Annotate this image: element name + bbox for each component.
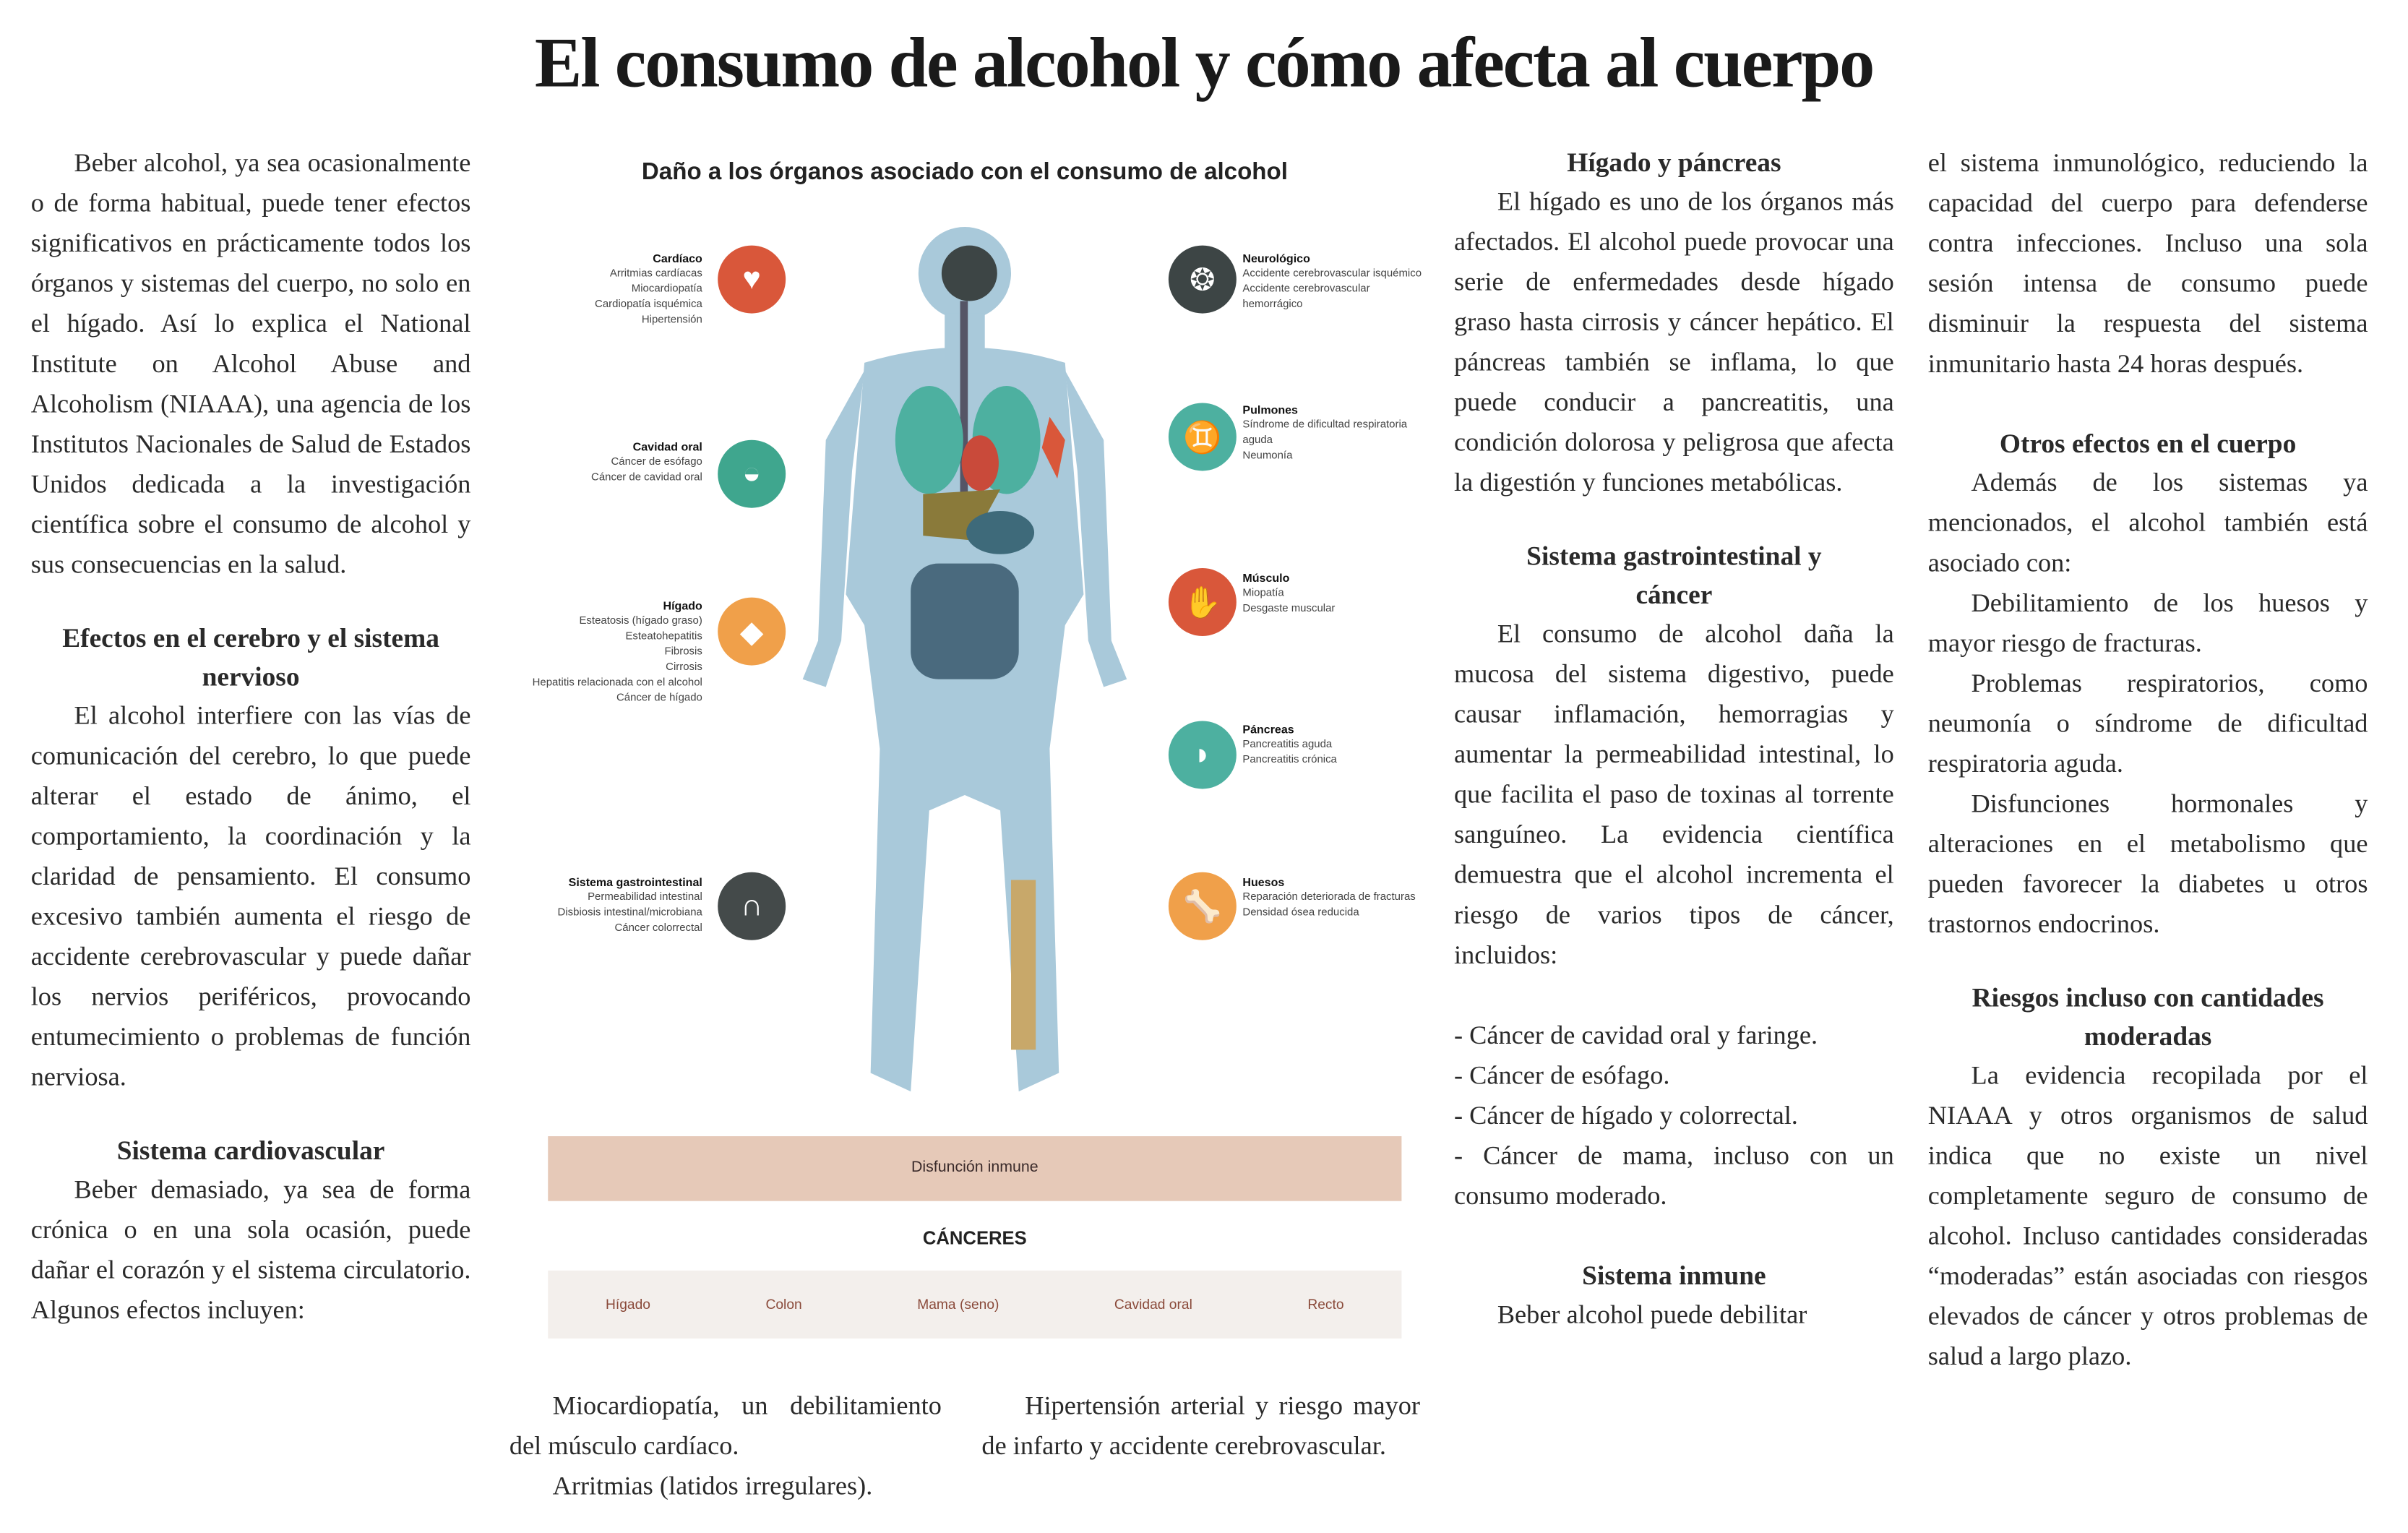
- cardiomyopathy-text: Miocardiopatía, un debilitamiento del mú…: [509, 1391, 942, 1461]
- heading-other-effects: Otros efectos en el cuerpo: [1999, 427, 2297, 459]
- mouth-icon: ◒: [718, 439, 786, 508]
- brain-paragraph: El alcohol interfiere con las vías de co…: [30, 700, 471, 1092]
- intestine-organ: [911, 563, 1019, 679]
- cancer-item: Recto: [1307, 1297, 1344, 1313]
- cancers-title: CÁNCERES: [922, 1227, 1027, 1249]
- organ-cardiac: Cardíaco Arritmias cardíacas Miocardiopatí…: [595, 252, 702, 326]
- column-1: Beber alcohol, ya sea ocasionalmente o d…: [31, 144, 471, 1331]
- organ-pancreas: Páncreas Pancreatitis aguda Pancreatitis c…: [1242, 722, 1337, 766]
- under-column-a: Miocardiopatía, un debilitamiento del mú…: [509, 1386, 942, 1507]
- intro-paragraph: Beber alcohol, ya sea ocasionalmente o d…: [30, 148, 471, 579]
- other-item: Problemas respiratorios, como neumonía o…: [1927, 668, 2368, 778]
- bone-organ: [1011, 880, 1036, 1050]
- heading-gi: Sistema gastrointestinal y cáncer: [1526, 540, 1822, 610]
- immune-paragraph: Beber alcohol puede debilitar: [1497, 1300, 1807, 1330]
- intestine-icon: ∩: [718, 872, 786, 940]
- list-item: - Cáncer de mama, incluso con un consumo…: [1454, 1141, 1894, 1211]
- other-item: Debilitamiento de los huesos y mayor rie…: [1927, 588, 2368, 658]
- cancer-item: Mama (seno): [917, 1297, 999, 1313]
- muscle-organ: [1041, 416, 1065, 479]
- heading-liver: Hígado y páncreas: [1567, 146, 1781, 178]
- muscle-icon: ✋: [1168, 568, 1237, 636]
- organ-gi: Sistema gastrointestinal Permeabilidad in…: [557, 875, 702, 935]
- body-figure: [802, 226, 1127, 1092]
- cancers-list: Hígado Colon Mama (seno) Cavidad oral Re…: [548, 1270, 1402, 1339]
- headline: El consumo de alcohol y cómo afecta al c…: [534, 23, 1875, 102]
- esophagus-organ: [960, 301, 968, 502]
- liver-organ: [923, 489, 1001, 541]
- under-column-b: Hipertensión arterial y riesgo mayor de …: [981, 1386, 1420, 1467]
- cancer-item: Colon: [765, 1297, 802, 1313]
- brain-organ: [941, 245, 997, 301]
- organ-neuro: Neurológico Accidente cerebrovascular isq…: [1242, 252, 1422, 311]
- gi-paragraph: El consumo de alcohol daña la mucosa del…: [1454, 619, 1894, 970]
- heading-immune: Sistema inmune: [1582, 1259, 1766, 1291]
- organ-liver: Hígado Esteatosis (hígado graso) Esteatohe…: [532, 598, 702, 704]
- immune-dysfunction-bar: Disfunción inmune: [548, 1136, 1402, 1201]
- column-4: el sistema inmunológico, reduciendo la c…: [1928, 144, 2368, 1378]
- left-lung: [895, 385, 963, 494]
- column-3: Hígado y páncreas El hígado es uno de lo…: [1454, 144, 1894, 1336]
- cancer-item: Hígado: [605, 1297, 650, 1313]
- heart-organ: [961, 435, 999, 491]
- stomach-organ: [966, 510, 1035, 554]
- brain-icon: ❂: [1168, 245, 1237, 314]
- heading-risks: Riesgos incluso con cantidades moderadas: [1971, 982, 2324, 1052]
- heading-cardio: Sistema cardiovascular: [116, 1134, 385, 1166]
- arrhythmia-text: Arritmias (latidos irregulares).: [552, 1471, 873, 1501]
- heading-brain: Efectos en el cerebro y el sistema nervi…: [62, 622, 439, 692]
- liver-icon: ◆: [718, 597, 786, 666]
- list-item: - Cáncer de cavidad oral y faringe.: [1454, 1020, 1818, 1050]
- cancer-item: Cavidad oral: [1114, 1297, 1192, 1313]
- organ-damage-infographic: Daño a los órganos asociado con el consu…: [509, 147, 1422, 1359]
- organ-bones: Huesos Reparación deteriorada de fractura…: [1242, 875, 1416, 919]
- lungs-icon: ♊: [1168, 403, 1237, 471]
- infographic-title: Daño a los órganos asociado con el consu…: [641, 158, 1288, 186]
- liver-paragraph: El hígado es uno de los órganos más afec…: [1454, 186, 1894, 497]
- list-item: - Cáncer de hígado y colorrectal.: [1454, 1100, 1798, 1130]
- pancreas-icon: ◗: [1168, 721, 1237, 789]
- other-item: Disfunciones hormonales y alteraciones e…: [1927, 789, 2368, 939]
- risk-paragraph: La evidencia recopilada por el NIAAA y o…: [1927, 1060, 2368, 1371]
- bone-icon: 🦴: [1168, 872, 1237, 940]
- immune-continued: el sistema inmunológico, reduciendo la c…: [1927, 148, 2368, 379]
- other-paragraph: Además de los sistemas ya mencionados, e…: [1927, 468, 2368, 577]
- cancer-list: - Cáncer de cavidad oral y faringe. - Cá…: [1454, 1015, 1894, 1216]
- list-item: - Cáncer de esófago.: [1454, 1060, 1670, 1090]
- organ-oral: Cavidad oral Cáncer de esófago Cáncer de c…: [591, 439, 702, 484]
- heart-icon: ♥: [718, 245, 786, 314]
- organ-muscle: Músculo Miopatía Desgaste muscular: [1242, 571, 1336, 615]
- cardio-paragraph: Beber demasiado, ya sea de forma crónica…: [30, 1175, 471, 1325]
- organ-lungs: Pulmones Síndrome de dificultad respirato…: [1242, 403, 1408, 462]
- hypertension-text: Hipertensión arterial y riesgo mayor de …: [981, 1391, 1421, 1461]
